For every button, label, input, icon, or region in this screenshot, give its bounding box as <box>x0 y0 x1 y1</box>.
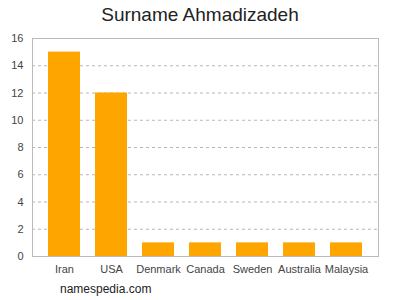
svg-text:0: 0 <box>17 250 23 262</box>
html-text:namespedia.com: namespedia.com <box>60 282 152 296</box>
svg-text:Australia: Australia <box>278 263 322 275</box>
svg-text:Sweden: Sweden <box>233 263 273 275</box>
svg-text:12: 12 <box>11 87 23 99</box>
svg-text:Iran: Iran <box>55 263 74 275</box>
svg-text:USA: USA <box>100 263 123 275</box>
svg-text:2: 2 <box>17 223 23 235</box>
svg-text:16: 16 <box>11 32 23 44</box>
svg-text:Canada: Canada <box>186 263 225 275</box>
svg-text:4: 4 <box>17 196 23 208</box>
svg-text:Malaysia: Malaysia <box>325 263 369 275</box>
svg-text:14: 14 <box>11 59 23 71</box>
svg-text:6: 6 <box>17 168 23 180</box>
html-text:Surname Ahmadizadeh: Surname Ahmadizadeh <box>101 4 299 25</box>
svg-text:10: 10 <box>11 114 23 126</box>
svg-text:8: 8 <box>17 141 23 153</box>
svg-text:Denmark: Denmark <box>136 263 181 275</box>
